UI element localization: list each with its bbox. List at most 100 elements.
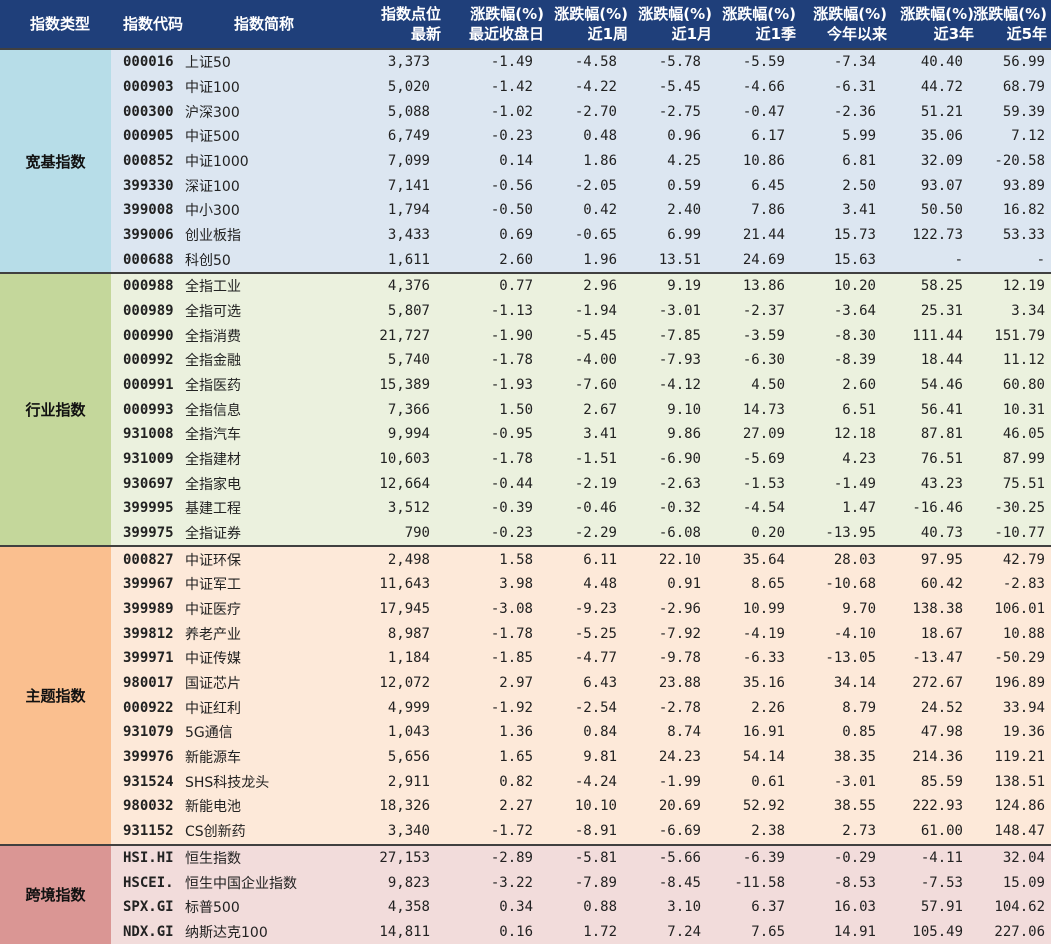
change-3y: 122.73 [882,227,969,243]
change-5y: 106.01 [969,601,1051,617]
index-code: 000852 [111,153,177,169]
index-code: 399008 [111,202,177,218]
change-3y: -4.11 [882,850,969,866]
change-month: 13.51 [623,252,707,268]
change-ytd: 38.35 [791,749,882,765]
index-points: 5,740 [333,352,436,368]
index-points: 1,794 [333,202,436,218]
change-3y: 111.44 [882,328,969,344]
change-day: -1.93 [436,377,539,393]
change-ytd: 6.51 [791,402,882,418]
change-month: -0.32 [623,500,707,516]
change-3y: 76.51 [882,451,969,467]
change-quarter: 7.65 [707,924,791,940]
change-quarter: -1.53 [707,476,791,492]
change-3y: 60.42 [882,576,969,592]
change-day: -0.23 [436,128,539,144]
change-ytd: 1.47 [791,500,882,516]
index-name: 5G通信 [177,722,333,742]
change-quarter: 54.14 [707,749,791,765]
change-day: 3.98 [436,576,539,592]
change-5y: 15.09 [969,875,1051,891]
change-ytd: -7.34 [791,54,882,70]
change-ytd: 12.18 [791,426,882,442]
change-day: -0.39 [436,500,539,516]
change-week: -2.54 [539,700,623,716]
index-name: 中证医疗 [177,599,333,619]
index-points: 9,994 [333,426,436,442]
change-month: -9.78 [623,650,707,666]
change-day: -1.85 [436,650,539,666]
change-ytd: -3.01 [791,774,882,790]
change-quarter: 21.44 [707,227,791,243]
change-quarter: -4.66 [707,79,791,95]
change-ytd: 0.85 [791,724,882,740]
change-month: 20.69 [623,798,707,814]
table-header: 指数类型 指数代码 指数简称 指数点位最新 涨跌幅(%)最近收盘日 涨跌幅(%)… [0,0,1051,48]
change-month: 22.10 [623,552,707,568]
index-name: 中证军工 [177,574,333,594]
change-month: 2.40 [623,202,707,218]
change-month: 24.23 [623,749,707,765]
change-month: -4.12 [623,377,707,393]
index-code: 399812 [111,626,177,642]
index-name: 新能源车 [177,747,333,767]
change-5y: 56.99 [969,54,1051,70]
change-month: -2.96 [623,601,707,617]
change-5y: 19.36 [969,724,1051,740]
index-points: 4,999 [333,700,436,716]
index-name: 标普500 [177,897,333,917]
change-3y: 61.00 [882,823,969,839]
change-5y: - [969,252,1051,268]
change-ytd: 8.79 [791,700,882,716]
change-5y: 16.82 [969,202,1051,218]
change-5y: 46.05 [969,426,1051,442]
change-week: -2.05 [539,178,623,194]
index-code: 399975 [111,525,177,541]
change-week: 6.43 [539,675,623,691]
index-name: 中证环保 [177,550,333,570]
change-quarter: 16.91 [707,724,791,740]
change-week: -1.51 [539,451,623,467]
index-name: 养老产业 [177,624,333,644]
group-category-label: 行业指数 [0,274,111,545]
index-points: 12,664 [333,476,436,492]
index-name: 基建工程 [177,498,333,518]
index-code: 399971 [111,650,177,666]
header-change-quarter: 涨跌幅(%)近1季 [716,0,800,48]
change-day: 0.16 [436,924,539,940]
change-month: -7.92 [623,626,707,642]
change-week: 10.10 [539,798,623,814]
index-name: 全指金融 [177,350,333,370]
change-quarter: 4.50 [707,377,791,393]
index-code: HSCEI. [111,875,177,891]
change-3y: 222.93 [882,798,969,814]
change-month: -5.78 [623,54,707,70]
change-5y: 75.51 [969,476,1051,492]
index-code: 000827 [111,552,177,568]
change-ytd: -2.36 [791,104,882,120]
change-day: -1.49 [436,54,539,70]
change-month: 0.91 [623,576,707,592]
change-month: -8.45 [623,875,707,891]
change-5y: 33.94 [969,700,1051,716]
change-quarter: -0.47 [707,104,791,120]
index-code: 000903 [111,79,177,95]
change-ytd: -8.30 [791,328,882,344]
change-quarter: -5.59 [707,54,791,70]
index-points: 5,656 [333,749,436,765]
header-change-ytd: 涨跌幅(%)今年以来 [800,0,891,48]
index-name: 国证芯片 [177,673,333,693]
index-name: 中证500 [177,126,333,146]
change-5y: 119.21 [969,749,1051,765]
change-5y: 53.33 [969,227,1051,243]
index-points: 21,727 [333,328,436,344]
change-month: 4.25 [623,153,707,169]
